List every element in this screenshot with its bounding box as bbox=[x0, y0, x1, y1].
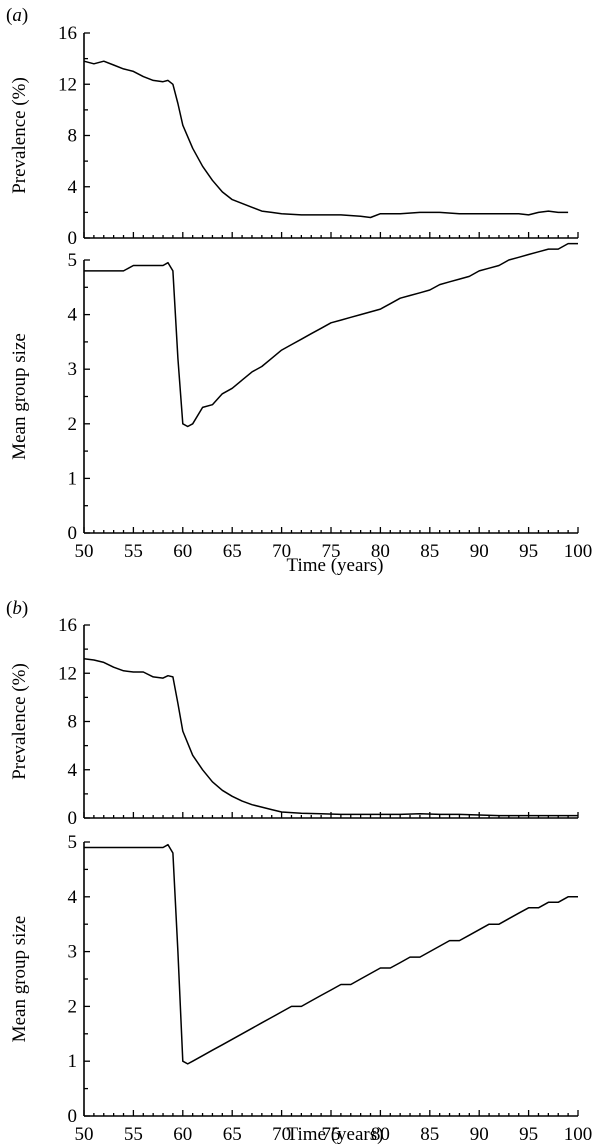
panel-label-a: (a) bbox=[6, 5, 28, 26]
y-tick-label: 16 bbox=[58, 615, 77, 636]
x-tick-label: 80 bbox=[371, 541, 390, 562]
x-tick-label: 85 bbox=[420, 1124, 439, 1145]
x-tick-label: 95 bbox=[519, 1124, 538, 1145]
y-tick-label: 16 bbox=[58, 23, 77, 44]
x-tick-label: 90 bbox=[470, 1124, 489, 1145]
x-axis-title: Time (years) bbox=[287, 555, 384, 576]
y-tick-label: 2 bbox=[68, 996, 78, 1017]
x-tick-label: 90 bbox=[470, 541, 489, 562]
y-tick-label: 8 bbox=[68, 712, 78, 733]
x-tick-label: 85 bbox=[420, 541, 439, 562]
y-axis-title: Prevalence (%) bbox=[9, 663, 30, 780]
series-line bbox=[83, 60, 569, 219]
x-tick-label: 60 bbox=[173, 1124, 192, 1145]
x-tick-label: 75 bbox=[322, 1124, 341, 1145]
x-tick-label: 50 bbox=[75, 541, 94, 562]
y-tick-label: 0 bbox=[68, 1106, 78, 1127]
x-tick-label: 55 bbox=[124, 1124, 143, 1145]
x-axis-title: Time (years) bbox=[287, 1124, 384, 1145]
series-line bbox=[84, 242, 578, 428]
y-tick-label: 2 bbox=[68, 414, 78, 435]
y-axis-title: Prevalence (%) bbox=[9, 77, 30, 194]
x-tick-label: 100 bbox=[564, 541, 593, 562]
x-tick-label: 50 bbox=[75, 1124, 94, 1145]
x-tick-label: 55 bbox=[124, 541, 143, 562]
y-axis-title: Mean group size bbox=[9, 916, 30, 1043]
series-line bbox=[83, 658, 578, 817]
y-tick-label: 5 bbox=[68, 250, 78, 271]
y-tick-label: 3 bbox=[68, 942, 78, 963]
y-tick-label: 1 bbox=[68, 1051, 78, 1072]
y-tick-label: 0 bbox=[68, 808, 78, 829]
x-tick-label: 95 bbox=[519, 541, 538, 562]
y-tick-label: 4 bbox=[68, 177, 78, 198]
y-tick-label: 1 bbox=[68, 468, 78, 489]
y-tick-label: 8 bbox=[68, 126, 78, 147]
y-tick-label: 4 bbox=[68, 305, 78, 326]
y-tick-label: 12 bbox=[58, 74, 77, 95]
x-tick-label: 60 bbox=[173, 541, 192, 562]
x-tick-label: 80 bbox=[371, 1124, 390, 1145]
chart-2: 0 4 8 12 16 Prevalence (%) bbox=[9, 615, 579, 829]
chart-0: 0 4 8 12 16 Prevalence (%) bbox=[9, 23, 579, 249]
x-tick-label: 65 bbox=[223, 541, 242, 562]
y-axis-title: Mean group size bbox=[9, 333, 30, 460]
y-tick-label: 0 bbox=[68, 228, 78, 249]
y-tick-label: 5 bbox=[68, 832, 78, 853]
x-tick-label: 70 bbox=[272, 541, 291, 562]
y-tick-label: 4 bbox=[68, 760, 78, 781]
x-tick-label: 100 bbox=[564, 1124, 593, 1145]
x-tick-label: 70 bbox=[272, 1124, 291, 1145]
y-tick-label: 3 bbox=[68, 359, 78, 380]
panel-label-b: (b) bbox=[6, 598, 28, 619]
y-tick-label: 0 bbox=[68, 523, 78, 544]
x-tick-label: 65 bbox=[223, 1124, 242, 1145]
y-tick-label: 4 bbox=[68, 887, 78, 908]
x-tick-label: 75 bbox=[322, 541, 341, 562]
series-line bbox=[84, 843, 578, 1065]
y-tick-label: 12 bbox=[58, 663, 77, 684]
